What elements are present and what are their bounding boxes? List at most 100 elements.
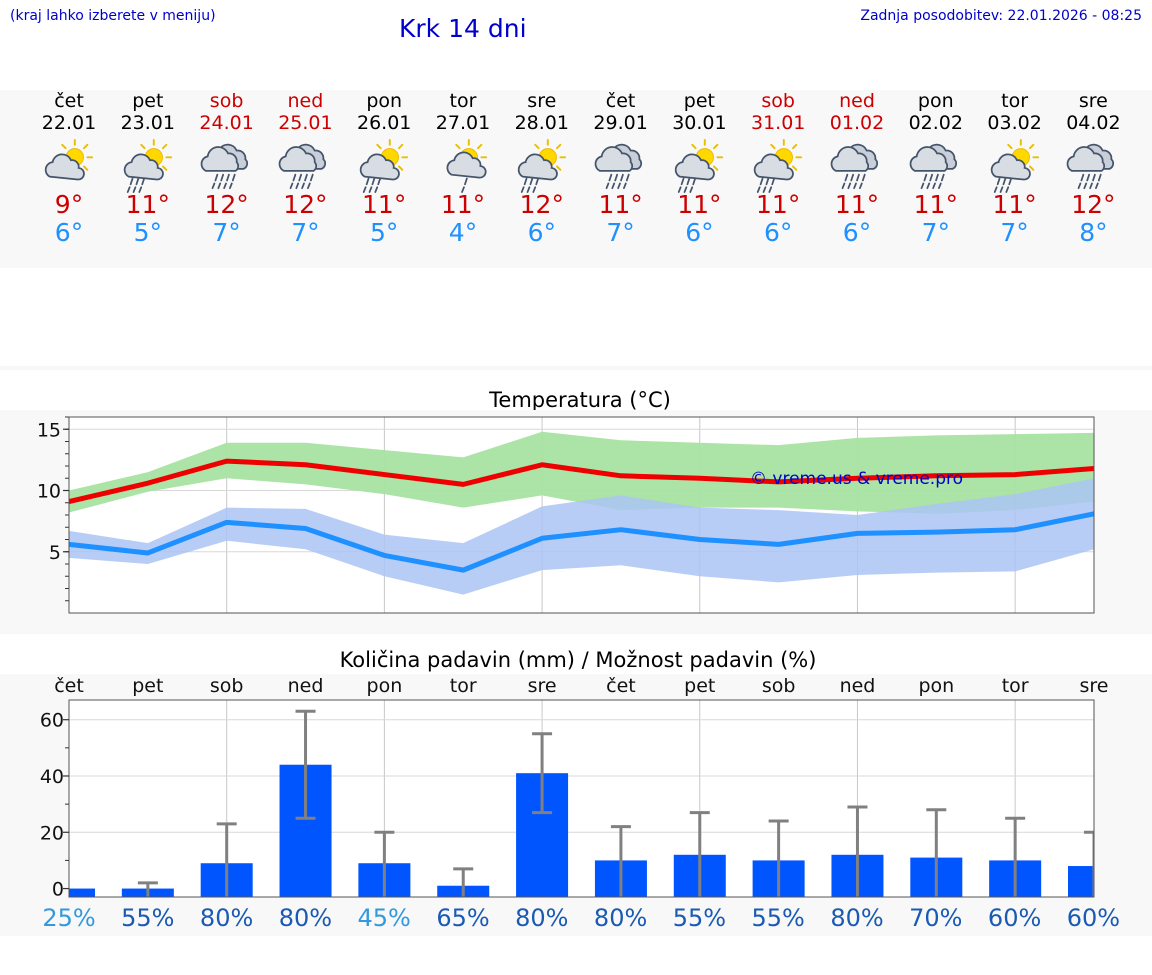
cloud-shape: [830, 143, 878, 172]
day-date: 03.02: [987, 112, 1042, 134]
rain-shape: [520, 177, 539, 193]
day-column: tor 03.02 11° 7°: [976, 90, 1054, 247]
cloud-rain-icon: [200, 143, 248, 190]
temp-max: 9°: [54, 190, 84, 219]
temperature-ytick-label: 15: [37, 419, 61, 441]
sun-cloud-rain-icon: [359, 138, 409, 193]
precipitation-probability: 60%: [1066, 904, 1121, 932]
sun-cloud-rain-icon: [990, 138, 1039, 193]
sun-cloud-rain-icon: [517, 138, 566, 193]
precipitation-probability: 55%: [751, 904, 805, 932]
rain-shape: [841, 173, 866, 190]
day-name: pet: [132, 90, 164, 112]
temperature-ytick-label: 5: [49, 542, 61, 564]
cloud-shape: [279, 143, 327, 172]
day-column: sob 31.01 11° 6°: [739, 90, 817, 247]
cloud-shape: [675, 153, 716, 181]
temp-max: 12°: [283, 190, 328, 219]
cloud-shape: [200, 143, 248, 172]
cloud-shape: [909, 143, 957, 172]
day-name: čet: [54, 90, 84, 112]
cloud-shape: [44, 153, 85, 181]
temperature-chart-title: Temperatura (°C): [489, 388, 671, 412]
precipitation-probability: 45%: [357, 904, 411, 932]
day-date: 31.01: [750, 112, 806, 134]
temp-min: 5°: [369, 218, 399, 247]
day-date: 04.02: [1066, 112, 1121, 134]
rain-shape: [461, 177, 468, 193]
day-date: 27.01: [435, 112, 491, 134]
cloud-rain-icon: [279, 143, 327, 190]
temp-min: 7°: [291, 218, 320, 247]
rain-shape: [605, 173, 630, 190]
sun-cloud-rain-icon: [675, 138, 724, 193]
precipitation-bar: [69, 888, 95, 897]
precipitation-category-label: ned: [288, 675, 324, 697]
sun-cloud-icon: [44, 138, 94, 181]
day-name: čet: [605, 90, 636, 112]
temperature-line-min: [68, 511, 1095, 573]
temp-min: 7°: [921, 218, 950, 247]
cloud-rain-icon: [830, 143, 878, 190]
day-column: pon 02.02 11° 7°: [897, 90, 975, 247]
temperature-ytick-label: 10: [37, 481, 61, 503]
precipitation-category-label: čet: [606, 675, 636, 697]
temp-min: 7°: [606, 218, 635, 247]
cloud-rain-icon: [594, 143, 642, 190]
day-name: tor: [449, 90, 477, 112]
temp-min: 6°: [763, 218, 793, 247]
day-date: 24.01: [199, 112, 254, 134]
precipitation-probability: 80%: [278, 904, 333, 932]
day-column: pet 23.01 11° 5°: [109, 90, 187, 247]
precipitation-category-label: sob: [762, 675, 796, 697]
day-date: 22.01: [41, 112, 97, 134]
day-date: 23.01: [120, 112, 175, 134]
cloud-shape: [594, 143, 642, 172]
day-name: sre: [527, 90, 557, 112]
temp-max: 12°: [1071, 190, 1116, 219]
temp-max: 11°: [125, 190, 170, 219]
separator-band: [0, 366, 1152, 370]
rain-shape: [993, 177, 1012, 193]
precipitation-bars: [69, 709, 1094, 897]
day-column: sob 24.01 12° 7°: [188, 90, 266, 247]
day-name: sob: [209, 90, 244, 112]
sun-cloud-rain-icon: [753, 138, 803, 193]
day-date: 26.01: [356, 112, 412, 134]
sun-cloud-drizzle-icon: [446, 138, 488, 193]
precipitation-category-label: ned: [840, 675, 876, 697]
day-date: 28.01: [514, 112, 569, 134]
precipitation-probability: 80%: [593, 904, 648, 932]
temp-min: 6°: [54, 218, 84, 247]
day-column: pon 26.01 11° 5°: [345, 90, 423, 247]
precipitation-ytick-label: 60: [40, 710, 64, 732]
cloud-shape: [753, 153, 795, 181]
precipitation-probability: 80%: [515, 904, 569, 932]
precipitation-probability: 80%: [830, 904, 884, 932]
rain-shape: [211, 173, 236, 190]
rain-shape: [757, 177, 776, 193]
cloud-shape: [517, 153, 558, 181]
location-hint: (kraj lahko izberete v meniju): [10, 8, 216, 24]
precipitation-category-label: tor: [1002, 675, 1029, 697]
daily-forecast-band: [0, 90, 1152, 268]
precipitation-chart: čet pet sob ned pon tor sre čet pet sob ned pon tor s…: [0, 674, 1152, 936]
day-name: pon: [366, 90, 403, 112]
precipitation-category-label: sob: [210, 675, 244, 697]
cloud-shape: [446, 151, 487, 179]
cloud-rain-icon: [1067, 143, 1115, 190]
day-name: ned: [287, 90, 324, 112]
temp-max: 11°: [992, 190, 1037, 219]
precipitation-probability: 55%: [672, 904, 727, 932]
day-date: 30.01: [672, 112, 727, 134]
precipitation-category-label: sre: [528, 675, 557, 697]
temp-min: 5°: [133, 218, 162, 247]
day-date: 29.01: [593, 112, 648, 134]
precipitation-probability: 80%: [199, 904, 254, 932]
precipitation-category-label: tor: [450, 675, 477, 697]
temp-max: 11°: [834, 190, 880, 219]
temperature-plot-frame: [68, 416, 1095, 614]
rain-shape: [678, 177, 697, 193]
temp-max: 12°: [519, 190, 564, 219]
temp-min: 6°: [842, 218, 872, 247]
